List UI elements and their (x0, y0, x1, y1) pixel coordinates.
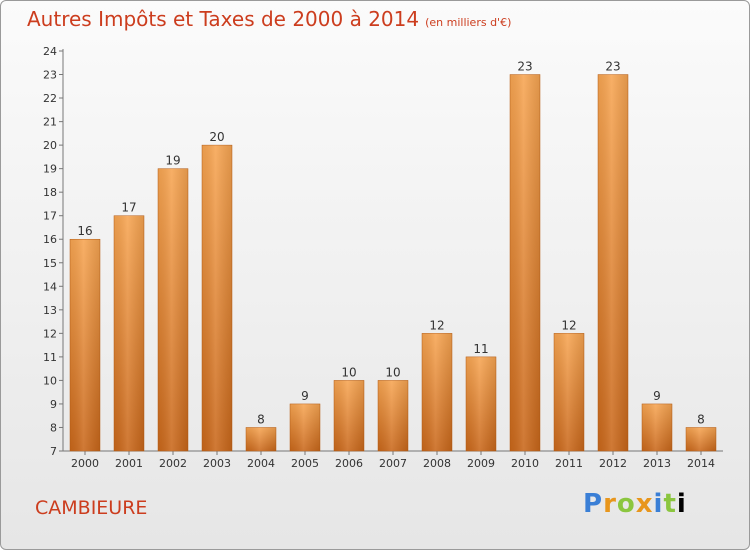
bar-shine (290, 403, 320, 451)
y-tick-label: 23 (43, 69, 57, 82)
data-label: 12 (561, 318, 576, 332)
chart-title: Autres Impôts et Taxes de 2000 à 2014 (en… (27, 7, 512, 31)
y-tick-label: 22 (43, 92, 57, 105)
y-tick-label: 12 (43, 327, 57, 340)
data-label: 16 (77, 224, 92, 238)
data-label: 10 (385, 365, 400, 379)
y-tick-label: 13 (43, 304, 57, 317)
logo-letter: i (653, 489, 664, 519)
x-tick-label: 2008 (423, 457, 451, 470)
bar-shine (466, 356, 496, 451)
bar-shine (378, 380, 408, 451)
x-tick-label: 2014 (687, 457, 715, 470)
data-label: 8 (697, 412, 705, 426)
logo-letter: r (603, 489, 617, 519)
logo-letter: P (583, 489, 604, 519)
bar-shine (598, 74, 628, 451)
y-tick-label: 15 (43, 257, 57, 270)
y-tick-label: 10 (43, 374, 57, 387)
bar-shine (554, 333, 584, 451)
bar-shine (422, 333, 452, 451)
y-tick-label: 21 (43, 116, 57, 129)
data-label: 9 (653, 389, 661, 403)
x-tick-label: 2006 (335, 457, 363, 470)
x-tick-label: 2012 (599, 457, 627, 470)
proxiti-logo: Proxiti (583, 489, 687, 519)
bar-shine (686, 427, 716, 451)
bar-shine (334, 380, 364, 451)
data-label: 17 (121, 201, 136, 215)
y-tick-label: 19 (43, 163, 57, 176)
x-tick-label: 2007 (379, 457, 407, 470)
x-tick-label: 2009 (467, 457, 495, 470)
bar-shine (202, 145, 232, 451)
y-tick-label: 8 (50, 421, 57, 434)
logo-letter: x (635, 489, 654, 519)
unit-label: (en milliers d'€) (425, 16, 512, 29)
y-tick-label: 7 (50, 445, 57, 458)
x-tick-label: 2011 (555, 457, 583, 470)
x-tick-label: 2010 (511, 457, 539, 470)
x-tick-label: 2004 (247, 457, 275, 470)
x-tick-label: 2001 (115, 457, 143, 470)
logo-letter: o (616, 489, 636, 519)
data-label: 9 (301, 389, 309, 403)
data-label: 8 (257, 412, 265, 426)
logo-letter: i (676, 489, 687, 519)
bar-shine (70, 239, 100, 451)
y-tick-label: 9 (50, 398, 57, 411)
bar-shine (158, 168, 188, 451)
x-tick-label: 2000 (71, 457, 99, 470)
x-tick-label: 2003 (203, 457, 231, 470)
data-label: 20 (209, 130, 224, 144)
y-tick-label: 17 (43, 210, 57, 223)
bar-shine (246, 427, 276, 451)
y-tick-label: 18 (43, 186, 57, 199)
bar-shine (510, 74, 540, 451)
data-label: 12 (429, 318, 444, 332)
bar-shine (114, 215, 144, 451)
data-label: 19 (165, 154, 180, 168)
y-tick-label: 24 (43, 45, 57, 58)
x-tick-label: 2013 (643, 457, 671, 470)
y-tick-label: 14 (43, 280, 57, 293)
logo-letter: t (663, 489, 677, 519)
y-tick-label: 20 (43, 139, 57, 152)
data-label: 23 (517, 60, 532, 74)
y-tick-label: 11 (43, 351, 57, 364)
bar-shine (642, 403, 672, 451)
data-label: 23 (605, 60, 620, 74)
place-name: CAMBIEURE (35, 497, 148, 519)
data-label: 10 (341, 365, 356, 379)
y-tick-label: 16 (43, 233, 57, 246)
x-tick-label: 2002 (159, 457, 187, 470)
x-tick-label: 2005 (291, 457, 319, 470)
data-label: 11 (473, 342, 488, 356)
